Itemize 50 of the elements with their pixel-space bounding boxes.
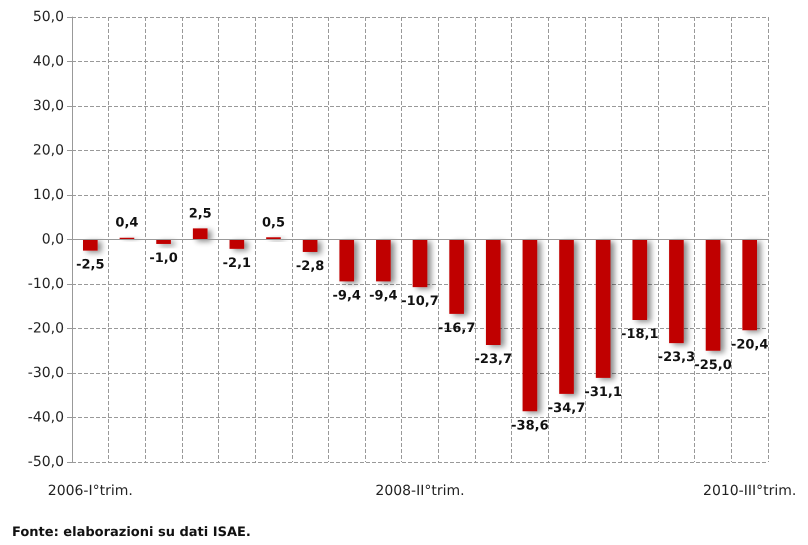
data-label: -38,6: [511, 418, 549, 434]
data-label: -31,1: [584, 384, 622, 400]
bar: [486, 240, 501, 345]
data-label: -10,7: [401, 294, 439, 310]
data-label: -9,4: [369, 288, 398, 304]
bar: [706, 240, 720, 351]
bar: [742, 240, 758, 330]
x-tick-label: 2006-I°trim.: [48, 483, 133, 499]
data-label: 2,5: [188, 206, 212, 222]
y-tick-label: 40,0: [32, 54, 64, 70]
bar: [559, 240, 574, 394]
x-tick-label: 2010-III°trim.: [703, 483, 796, 499]
bar: [376, 240, 391, 282]
y-tick-label: 10,0: [32, 187, 64, 203]
data-label: 0,5: [262, 215, 285, 230]
y-tick-label: 50,0: [32, 9, 64, 25]
y-tick-label: -10,0: [28, 276, 64, 292]
y-tick-label: 0,0: [42, 232, 64, 248]
data-label: -20,4: [730, 337, 768, 352]
y-tick-label: -40,0: [28, 410, 64, 426]
y-tick-label: -20,0: [28, 320, 64, 336]
data-label: -1,0: [149, 250, 178, 266]
bar: [449, 240, 464, 314]
data-label: -18,1: [621, 327, 659, 342]
bar: [632, 240, 648, 320]
bar: [412, 240, 428, 288]
bar: [596, 240, 610, 378]
data-label: -2,1: [222, 256, 252, 271]
y-tick-label: 30,0: [32, 98, 64, 114]
data-label: 0,4: [115, 216, 138, 231]
data-label: -34,7: [548, 400, 586, 416]
data-label: -16,7: [438, 320, 476, 336]
y-tick-label: -30,0: [28, 365, 64, 381]
bar: [669, 240, 684, 344]
y-tick-label: -50,0: [28, 454, 64, 470]
bar: [522, 240, 538, 412]
x-tick-label: 2008-II°trim.: [375, 483, 465, 499]
y-tick-label: 20,0: [32, 142, 64, 158]
bar: [339, 240, 354, 282]
bar: [302, 240, 318, 252]
bar: [230, 240, 244, 249]
data-label: -2,5: [76, 258, 105, 273]
data-label: -23,7: [474, 352, 512, 367]
bar: [192, 228, 208, 240]
data-label: -23,3: [658, 350, 696, 366]
data-label: -2,8: [296, 258, 324, 274]
source-note: Fonte: elaborazioni su dati ISAE.: [12, 525, 251, 540]
data-label: -25,0: [694, 358, 732, 373]
bar: [82, 240, 98, 251]
data-label: -9,4: [332, 288, 361, 304]
